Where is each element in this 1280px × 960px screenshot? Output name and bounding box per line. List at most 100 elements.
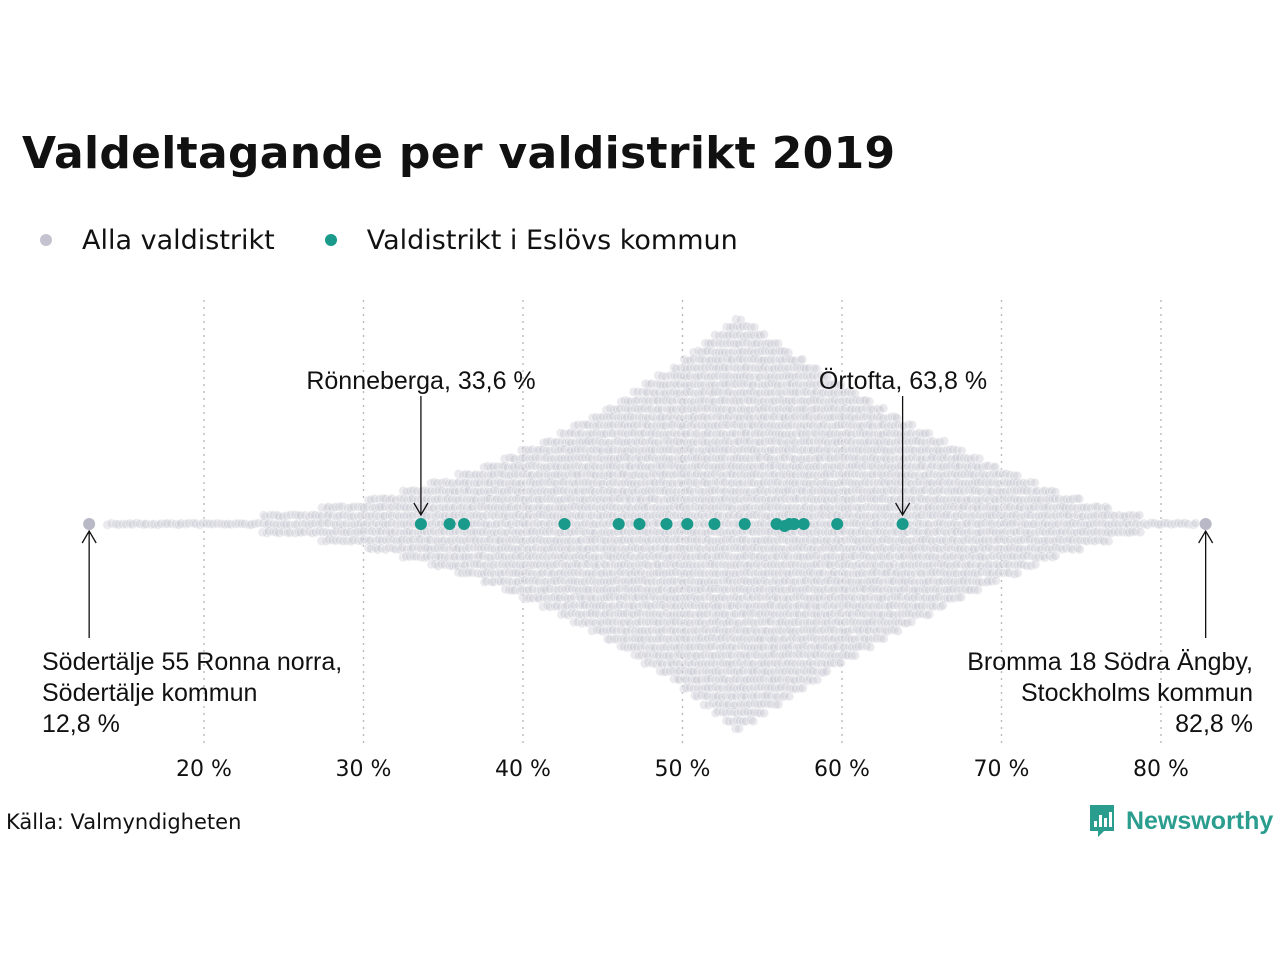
swarm-point xyxy=(412,486,423,497)
swarm-point xyxy=(513,527,524,538)
swarm-point xyxy=(759,329,770,340)
swarm-point xyxy=(496,519,507,530)
swarm-point xyxy=(334,535,345,546)
swarm-point xyxy=(439,535,450,546)
swarm-point xyxy=(274,511,285,522)
swarm-point xyxy=(503,535,514,546)
swarm-point xyxy=(407,527,418,538)
swarm-point xyxy=(510,560,521,571)
swarm-point xyxy=(330,535,341,546)
swarm-point xyxy=(759,708,770,719)
swarm-point xyxy=(208,519,219,530)
swarm-point xyxy=(470,469,481,480)
swarm-point xyxy=(503,485,514,496)
swarm-point xyxy=(974,453,985,464)
swarm-point xyxy=(212,518,223,529)
swarm-point xyxy=(442,493,453,504)
swarm-point xyxy=(939,436,950,447)
chart-title: Valdeltagande per valdistrikt 2019 xyxy=(22,128,896,179)
swarm-point xyxy=(449,510,460,521)
swarm-point xyxy=(327,535,338,546)
swarm-point xyxy=(460,551,471,562)
swarm-point xyxy=(338,509,349,520)
swarm-point xyxy=(520,519,531,530)
swarm-point xyxy=(222,519,233,530)
swarm-point xyxy=(503,560,514,571)
swarm-point xyxy=(401,551,412,562)
swarm-point xyxy=(323,501,334,512)
swarm-point xyxy=(282,527,293,538)
swarm-point xyxy=(425,544,436,555)
swarm-point xyxy=(117,519,128,530)
swarm-point xyxy=(541,493,552,504)
swarm-point xyxy=(748,716,759,727)
swarm-point xyxy=(270,527,281,538)
swarm-point xyxy=(376,502,387,513)
swarm-point xyxy=(426,486,437,497)
swarm-point xyxy=(338,536,349,547)
swarm-point xyxy=(353,535,364,546)
swarm-point xyxy=(249,518,260,529)
swarm-point xyxy=(400,502,411,513)
swarm-point xyxy=(407,543,418,554)
swarm-point xyxy=(180,519,191,530)
swarm-point xyxy=(541,462,552,473)
swarm-point xyxy=(538,536,549,547)
swarm-point xyxy=(476,568,487,579)
legend: Alla valdistrikt Valdistrikt i Eslövs ko… xyxy=(40,220,788,260)
swarm-point xyxy=(365,535,376,546)
swarm-point xyxy=(525,477,536,488)
swarm-point xyxy=(534,445,545,456)
swarm-point xyxy=(541,536,552,547)
swarm-point xyxy=(284,527,295,538)
swarm-point xyxy=(865,642,876,653)
swarm-point xyxy=(439,552,450,563)
legend-label-eslov: Valdistrikt i Eslövs kommun xyxy=(366,224,738,256)
swarm-point xyxy=(534,552,545,563)
swarm-point xyxy=(527,469,538,480)
swarm-point xyxy=(356,510,367,521)
swarm-point xyxy=(474,469,485,480)
legend-item-eslov: Valdistrikt i Eslövs kommun xyxy=(324,224,738,256)
swarm-point xyxy=(850,650,861,661)
swarm-point xyxy=(236,518,247,529)
swarm-point xyxy=(474,551,485,562)
swarm-point xyxy=(533,494,544,505)
swarm-point xyxy=(310,527,321,538)
swarm-point xyxy=(376,535,387,546)
swarm-point xyxy=(821,666,832,677)
swarm-point xyxy=(304,511,315,522)
swarm-point xyxy=(481,519,492,530)
swarm-point xyxy=(284,519,295,530)
legend-dot-eslov-icon xyxy=(324,234,337,246)
swarm-point xyxy=(531,526,542,537)
swarm-point xyxy=(295,527,306,538)
legend-dot-all-icon xyxy=(40,234,52,246)
swarm-point xyxy=(334,511,345,522)
swarm-point xyxy=(141,519,152,530)
swarm-point xyxy=(835,658,846,669)
swarm-point xyxy=(528,519,539,530)
legend-label-all: Alla valdistrikt xyxy=(82,224,275,256)
swarm-point xyxy=(379,511,390,522)
swarm-point xyxy=(527,551,538,562)
swarm-point xyxy=(453,567,464,578)
swarm-point xyxy=(495,576,506,587)
swarm-point xyxy=(281,519,292,530)
swarm-point xyxy=(892,626,903,637)
swarm-point xyxy=(391,518,402,529)
swarm-point xyxy=(461,469,472,480)
swarm-point xyxy=(402,494,413,505)
swarm-point xyxy=(797,354,808,365)
swarm-point xyxy=(470,495,481,506)
legend-item-all: Alla valdistrikt xyxy=(40,225,275,256)
swarm-point xyxy=(527,526,538,537)
swarm-all-districts xyxy=(83,314,1212,734)
swarm-point xyxy=(408,485,419,496)
swarm-point xyxy=(507,585,518,596)
swarm-point xyxy=(408,551,419,562)
swarm-point xyxy=(907,419,918,430)
swarm-point xyxy=(204,518,215,529)
swarm-point xyxy=(428,503,439,514)
